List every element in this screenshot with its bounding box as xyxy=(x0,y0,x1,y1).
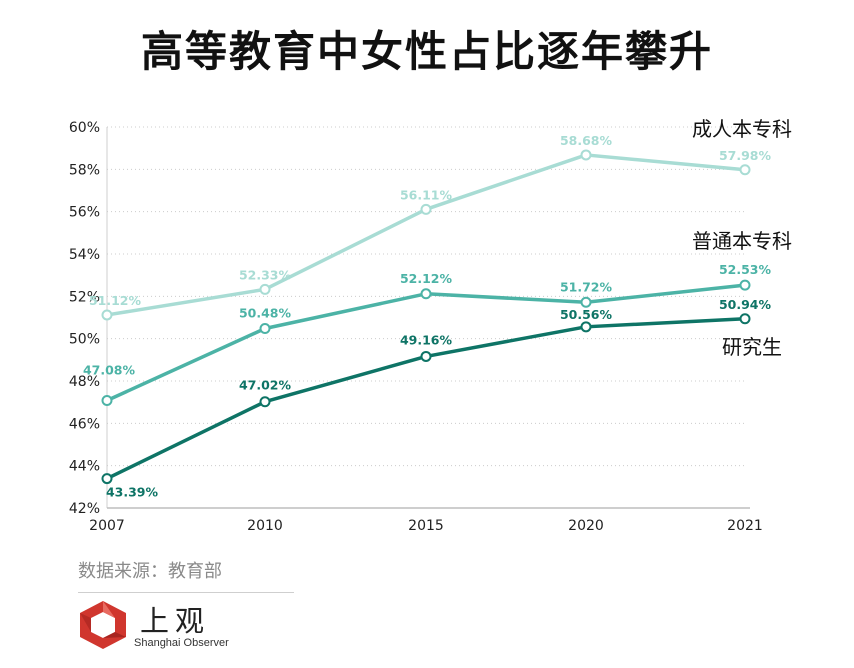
data-label: 58.68% xyxy=(560,133,613,148)
data-point xyxy=(580,149,592,161)
data-label: 43.39% xyxy=(106,485,159,500)
y-tick-label: 52% xyxy=(69,289,100,305)
data-label: 50.48% xyxy=(239,306,292,321)
data-label: 51.12% xyxy=(89,293,142,308)
y-tick-label: 48% xyxy=(69,374,100,390)
data-label: 47.02% xyxy=(239,378,292,393)
y-tick-label: 44% xyxy=(69,459,100,475)
data-label: 52.12% xyxy=(400,271,453,286)
data-point xyxy=(420,203,432,215)
data-point xyxy=(739,279,751,291)
data-label: 51.72% xyxy=(560,279,613,294)
y-tick-label: 60% xyxy=(69,120,100,136)
data-label: 50.94% xyxy=(719,297,772,312)
data-point xyxy=(259,323,271,335)
brand-name: 上观 xyxy=(140,604,211,638)
brand-subtitle: Shanghai Observer xyxy=(134,637,229,649)
data-point xyxy=(420,288,432,300)
y-tick-label: 50% xyxy=(69,332,100,348)
data-label: 49.16% xyxy=(400,332,453,347)
data-point xyxy=(101,473,113,485)
data-source: 数据来源：教育部 xyxy=(78,561,222,582)
divider xyxy=(78,592,294,593)
data-point xyxy=(580,296,592,308)
y-tick-label: 56% xyxy=(69,205,100,221)
y-tick-label: 54% xyxy=(69,247,100,263)
series-name-label: 成人本专科 xyxy=(692,117,792,141)
chart-title: 高等教育中女性占比逐年攀升 xyxy=(140,27,713,76)
data-point xyxy=(739,164,751,176)
data-label: 57.98% xyxy=(719,148,772,163)
x-tick-label: 2021 xyxy=(727,518,763,534)
shanghai-observer-logo-icon xyxy=(80,601,126,649)
data-point xyxy=(259,283,271,295)
data-label: 47.08% xyxy=(83,362,136,377)
data-label: 52.53% xyxy=(719,262,772,277)
series-name-label: 普通本专科 xyxy=(692,229,792,253)
x-tick-label: 2010 xyxy=(247,518,283,534)
data-point xyxy=(259,396,271,408)
data-point xyxy=(420,350,432,362)
x-tick-label: 2007 xyxy=(89,518,125,534)
data-point xyxy=(101,309,113,321)
data-label: 56.11% xyxy=(400,187,453,202)
data-point xyxy=(101,394,113,406)
data-label: 50.56% xyxy=(560,307,613,322)
data-point xyxy=(580,321,592,333)
y-tick-label: 42% xyxy=(69,501,100,517)
data-label: 52.33% xyxy=(239,267,292,282)
x-tick-label: 2015 xyxy=(408,518,444,534)
y-tick-label: 46% xyxy=(69,416,100,432)
y-tick-label: 58% xyxy=(69,162,100,178)
data-point xyxy=(739,313,751,325)
series-name-label: 研究生 xyxy=(722,335,782,359)
x-tick-label: 2020 xyxy=(568,518,604,534)
